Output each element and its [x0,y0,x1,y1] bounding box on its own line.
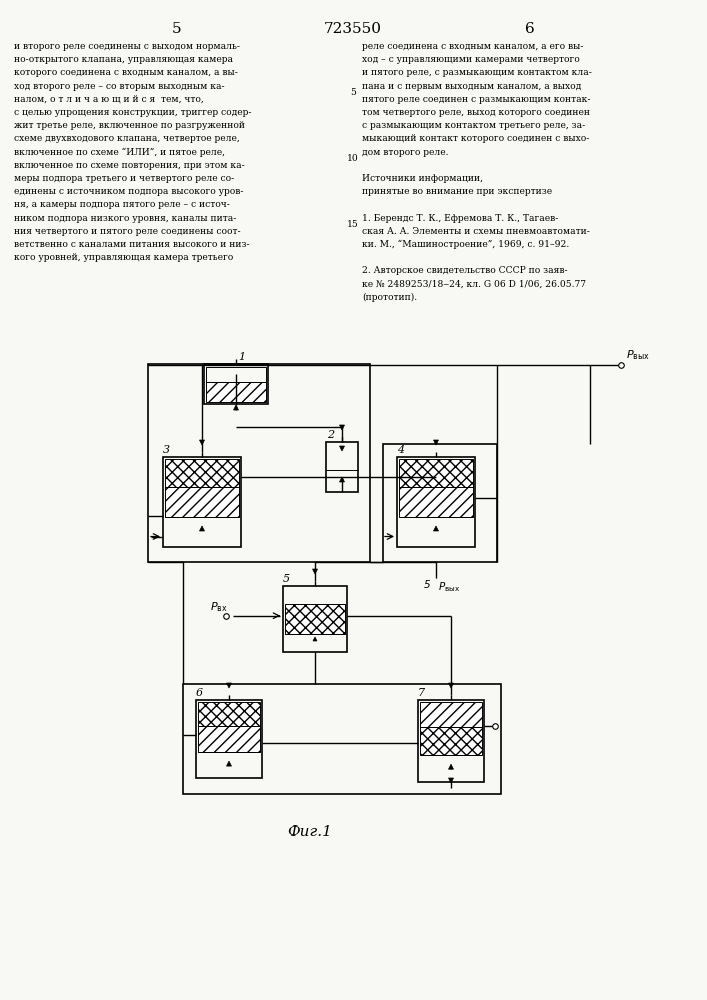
Text: ния четвертого и пятого реле соединены соот-: ния четвертого и пятого реле соединены с… [14,227,240,236]
Text: (прототип).: (прототип). [362,293,417,302]
Text: 2: 2 [327,430,334,440]
Text: 15: 15 [347,220,359,229]
Text: $P_{\rm \mathsf{вых}}$: $P_{\rm \mathsf{вых}}$ [626,348,650,362]
Text: 723550: 723550 [324,22,382,36]
Bar [206,367,266,382]
Text: 2. Авторское свидетельство СССР по заяв-: 2. Авторское свидетельство СССР по заяв- [362,266,568,275]
Text: ником подпора низкого уровня, каналы пита-: ником подпора низкого уровня, каналы пит… [14,214,236,223]
Bar [420,702,482,727]
Bar [196,700,262,778]
Text: схеме двухвходового клапана, четвертое реле,: схеме двухвходового клапана, четвертое р… [14,134,240,143]
Text: и второго реле соединены с выходом нормаль-: и второго реле соединены с выходом норма… [14,42,240,51]
Text: реле соединена с входным каналом, а его вы-: реле соединена с входным каналом, а его … [362,42,583,51]
Text: с размыкающим контактом третьего реле, за-: с размыкающим контактом третьего реле, з… [362,121,585,130]
Text: пана и с первым выходным каналом, а выход: пана и с первым выходным каналом, а выхо… [362,82,581,91]
Text: включенное по схеме “ИЛИ”, и пятое реле,: включенное по схеме “ИЛИ”, и пятое реле, [14,148,225,157]
Text: ская А. А. Элементы и схемы пневмоавтомати-: ская А. А. Элементы и схемы пневмоавтома… [362,227,590,236]
Text: ход – с управляющими камерами четвертого: ход – с управляющими камерами четвертого [362,55,580,64]
Bar [148,364,370,562]
Text: ки. М., “Машиностроение”, 1969, с. 91–92.: ки. М., “Машиностроение”, 1969, с. 91–92… [362,240,569,249]
Text: ня, а камеры подпора пятого реле – с источ-: ня, а камеры подпора пятого реле – с ист… [14,200,230,209]
Text: единены с источником подпора высокого уров-: единены с источником подпора высокого ур… [14,187,243,196]
Text: пятого реле соединен с размыкающим контак-: пятого реле соединен с размыкающим конта… [362,95,590,104]
Polygon shape [448,764,453,769]
Text: включенное по схеме повторения, при этом ка-: включенное по схеме повторения, при этом… [14,161,245,170]
Text: и пятого реле, с размыкающим контактом кла-: и пятого реле, с размыкающим контактом к… [362,68,592,77]
Text: жит третье реле, включенное по разгруженной: жит третье реле, включенное по разгружен… [14,121,245,130]
Bar [285,604,345,634]
Bar [283,586,347,652]
Bar [165,459,239,487]
Bar [420,727,482,755]
Text: ветственно с каналами питания высокого и низ-: ветственно с каналами питания высокого и… [14,240,250,249]
Text: 5: 5 [423,580,430,590]
Text: том четвертого реле, выход которого соединен: том четвертого реле, выход которого соед… [362,108,590,117]
Text: 6: 6 [196,688,203,698]
Polygon shape [199,440,204,445]
Text: ке № 2489253/18‒24, кл. G 06 D 1/06, 26.05.77: ке № 2489253/18‒24, кл. G 06 D 1/06, 26.… [362,280,586,289]
Text: Фиг.1: Фиг.1 [288,825,332,839]
Text: 5: 5 [350,88,356,97]
Bar [183,684,501,794]
Bar [198,702,260,726]
Polygon shape [339,446,344,451]
Text: кого уровней, управляющая камера третьего: кого уровней, управляющая камера третьег… [14,253,233,262]
Text: 1. Берендс Т. К., Ефремова Т. К., Тагаев-: 1. Берендс Т. К., Ефремова Т. К., Тагаев… [362,214,559,223]
Bar [165,487,239,517]
Polygon shape [433,526,438,531]
Text: 1: 1 [238,352,245,362]
Text: 3: 3 [163,445,170,455]
Polygon shape [233,405,238,410]
Polygon shape [339,477,344,482]
Polygon shape [199,526,204,531]
Bar [418,700,484,782]
Text: дом второго реле.: дом второго реле. [362,148,448,157]
Bar [163,457,241,547]
Text: с целью упрощения конструкции, триггер содер-: с целью упрощения конструкции, триггер с… [14,108,252,117]
Polygon shape [433,440,438,445]
Text: меры подпора третьего и четвертого реле со-: меры подпора третьего и четвертого реле … [14,174,234,183]
Bar [399,487,473,517]
Bar [397,457,475,547]
Bar [206,382,266,402]
Polygon shape [448,778,453,783]
Text: 5: 5 [173,22,182,36]
Bar [198,726,260,752]
Text: 10: 10 [347,154,359,163]
Polygon shape [226,683,231,688]
Polygon shape [339,425,344,430]
Text: мыкающий контакт которого соединен с выхо-: мыкающий контакт которого соединен с вых… [362,134,590,143]
Bar [326,442,358,492]
Text: принятые во внимание при экспертизе: принятые во внимание при экспертизе [362,187,552,196]
Polygon shape [313,637,317,641]
Text: налом, о т л и ч а ю щ и й с я  тем, что,: налом, о т л и ч а ю щ и й с я тем, что, [14,95,204,104]
Polygon shape [312,569,317,574]
Text: ход второго реле – со вторым выходным ка-: ход второго реле – со вторым выходным ка… [14,82,225,91]
Text: 4: 4 [397,445,404,455]
Text: которого соединена с входным каналом, а вы-: которого соединена с входным каналом, а … [14,68,238,77]
Text: но-открытого клапана, управляющая камера: но-открытого клапана, управляющая камера [14,55,233,64]
Text: $P_{\rm \mathsf{вх}}$: $P_{\rm \mathsf{вх}}$ [211,600,228,614]
Text: 7: 7 [418,688,425,698]
Text: $P_{\rm \mathsf{вых}}$: $P_{\rm \mathsf{вых}}$ [438,580,460,594]
Bar [204,364,268,404]
Polygon shape [226,761,231,766]
Polygon shape [448,683,453,688]
Bar [383,444,497,562]
Text: 6: 6 [525,22,535,36]
Text: 5: 5 [283,574,290,584]
Bar [399,459,473,487]
Text: Источники информации,: Источники информации, [362,174,483,183]
